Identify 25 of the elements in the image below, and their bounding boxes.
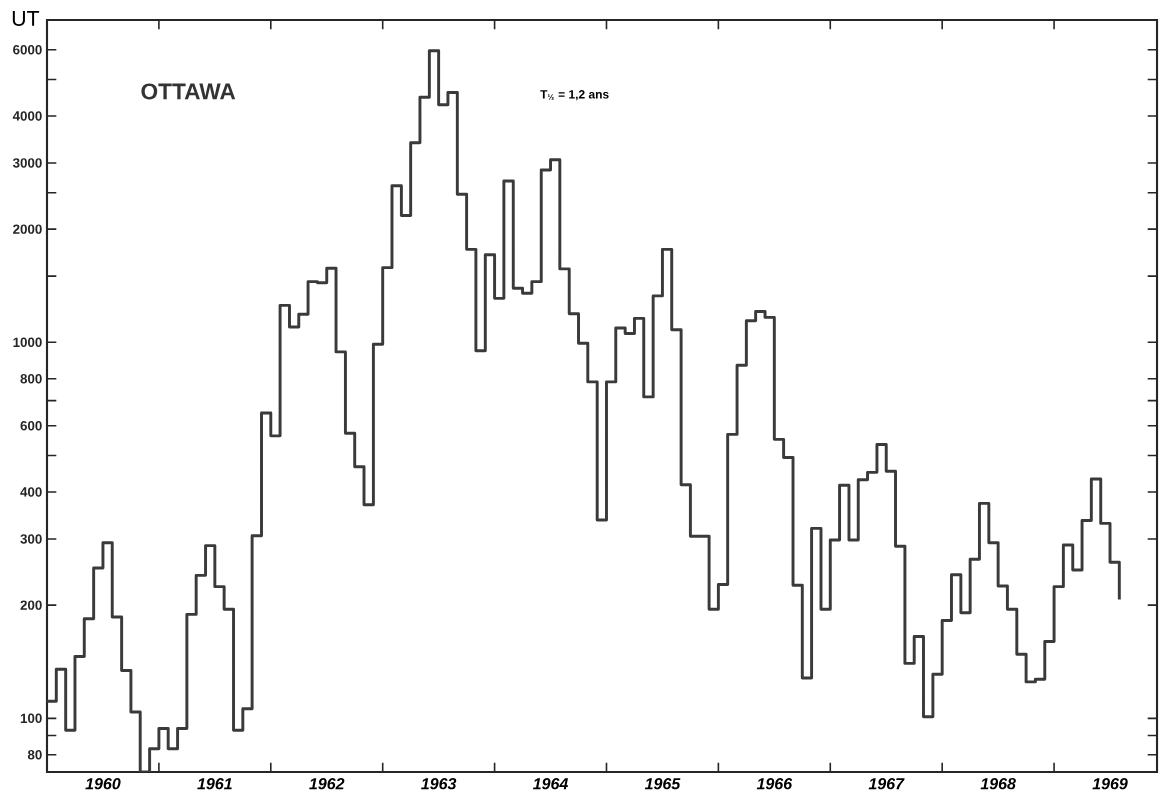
y-tick-label: 800 bbox=[20, 374, 42, 384]
x-tick-label: 1964 bbox=[532, 778, 569, 790]
annotation: T$_{½}$ = 1,2 ans bbox=[540, 90, 609, 101]
y-axis-title: UT bbox=[12, 11, 40, 26]
y-tick-label: 2000 bbox=[13, 224, 42, 234]
y-tick-label: 1000 bbox=[13, 337, 42, 348]
x-tick-label: 1960 bbox=[85, 778, 121, 790]
y-tick-label: 4000 bbox=[12, 111, 42, 121]
y-tick-label: 6000 bbox=[13, 45, 42, 55]
y-tick-label: 100 bbox=[20, 713, 42, 724]
x-tick-label: 1967 bbox=[868, 778, 905, 790]
y-tick-label: 3000 bbox=[12, 158, 42, 168]
y-tick-label: 80 bbox=[27, 750, 42, 760]
y-tick-label: 600 bbox=[20, 421, 42, 431]
y-tick-label: 200 bbox=[20, 600, 42, 610]
x-tick-label: 1968 bbox=[980, 778, 1016, 790]
x-tick-label: 1969 bbox=[1092, 778, 1128, 790]
x-tick-label: 1961 bbox=[197, 778, 232, 790]
y-tick-label: 300 bbox=[20, 534, 42, 544]
x-tick-label: 1962 bbox=[309, 778, 345, 790]
x-tick-label: 1965 bbox=[644, 778, 681, 790]
x-tick-label: 1963 bbox=[421, 778, 457, 790]
text: OTTAWA bbox=[141, 83, 236, 100]
y-tick-label: 400 bbox=[20, 487, 42, 497]
x-tick-label: 1966 bbox=[756, 778, 793, 790]
